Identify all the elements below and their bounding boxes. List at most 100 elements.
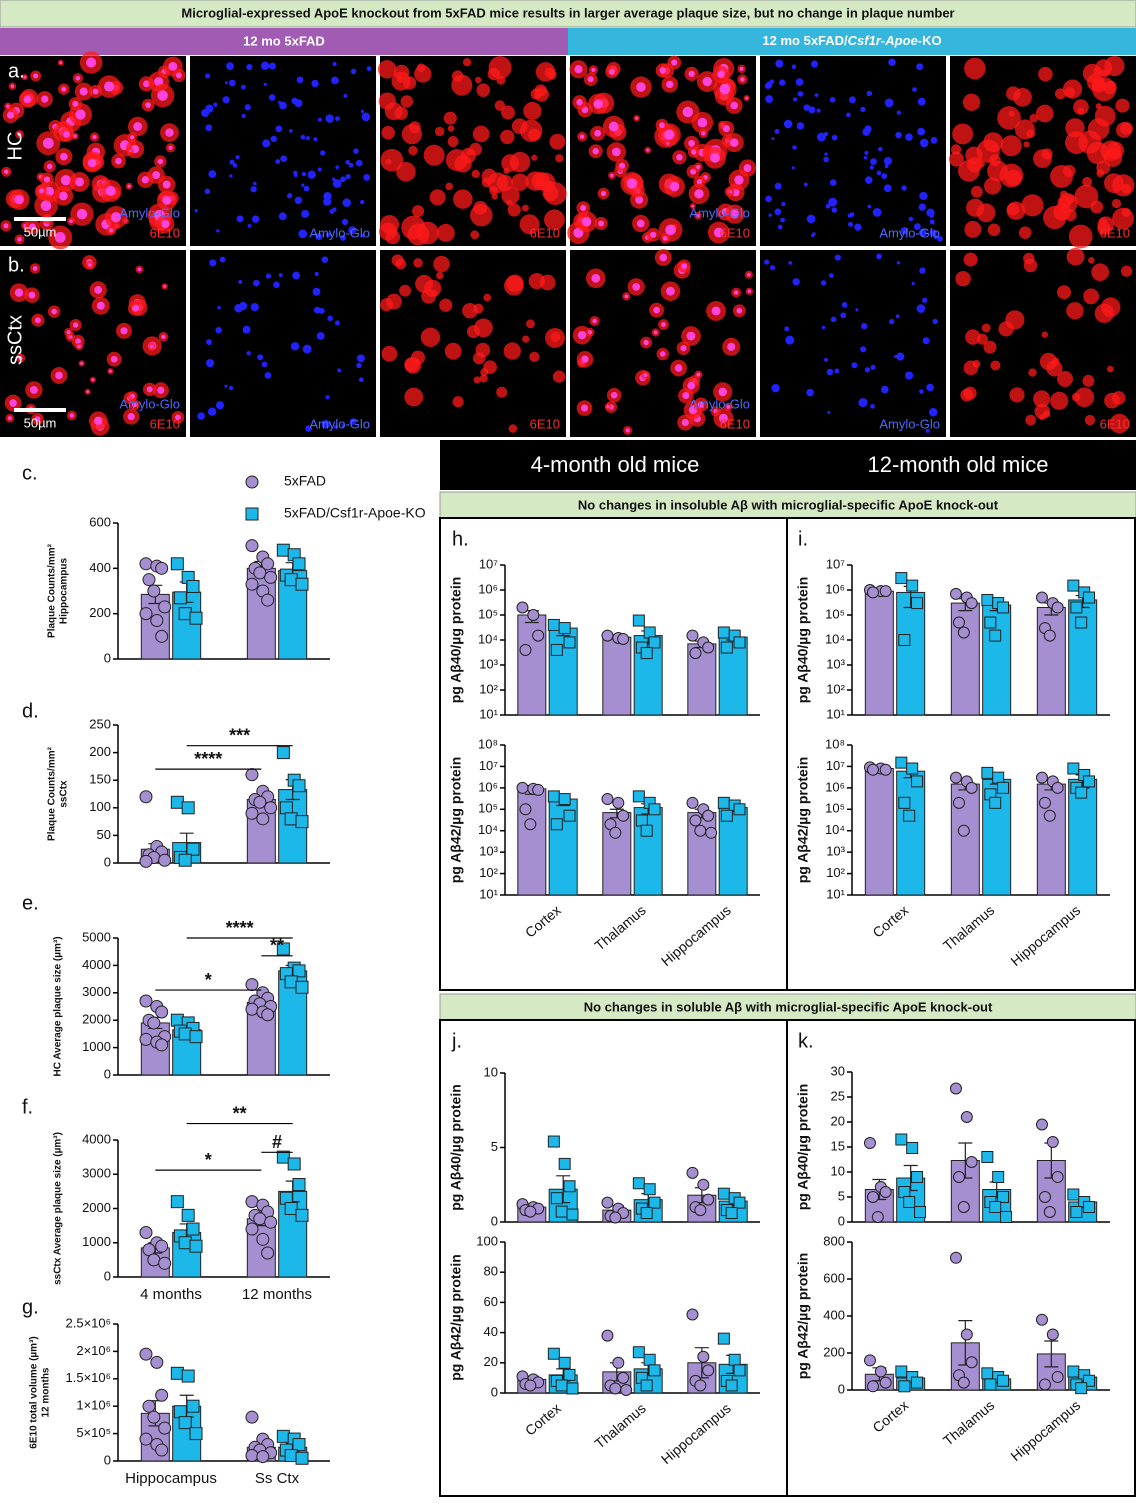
data-point <box>245 806 259 820</box>
plaque-core <box>58 191 68 201</box>
plaque-core <box>666 80 674 89</box>
plaque-stain <box>521 204 529 212</box>
plaque-stain <box>474 76 482 84</box>
plaque-core <box>806 214 816 224</box>
plaque-stain <box>983 340 997 354</box>
x-tick-label: Hippocampus <box>1007 1397 1083 1464</box>
plaque-core <box>785 335 795 345</box>
plaque-core <box>168 62 178 71</box>
plaque-stain <box>473 303 484 314</box>
plaque-core <box>860 346 867 353</box>
y-tick-label: 30 <box>831 1063 845 1078</box>
plaque-core <box>662 236 668 241</box>
plaque-stain <box>963 360 979 376</box>
bar <box>718 807 748 896</box>
plaque-core <box>854 223 862 231</box>
plaque-core <box>224 384 228 388</box>
plaque-stain <box>1008 110 1015 117</box>
data-point <box>142 573 156 587</box>
data-point <box>1067 1188 1080 1201</box>
plaque-stain <box>494 100 506 111</box>
plaque-core <box>769 265 776 271</box>
plaque-stain <box>1074 387 1095 408</box>
data-point <box>609 1382 622 1395</box>
plaque-core <box>286 193 293 199</box>
plaque-core <box>816 108 821 113</box>
data-point <box>601 1329 614 1342</box>
group-label-part: Csf1r-Apoe <box>848 33 918 48</box>
age-header: 12-month old mice <box>868 452 1049 477</box>
data-point <box>158 1421 172 1435</box>
y-tick-label: 100 <box>476 1233 498 1248</box>
plaque-stain <box>525 171 545 191</box>
significance-label: ** <box>233 1103 247 1123</box>
data-point <box>601 793 614 806</box>
data-point <box>640 1379 653 1392</box>
plaque-stain <box>1073 99 1089 115</box>
data-point <box>295 1451 309 1465</box>
plaque-core <box>916 304 926 313</box>
plaque-core <box>54 232 66 243</box>
plaque-core <box>143 80 150 88</box>
data-point <box>911 597 924 610</box>
data-point <box>566 1208 579 1221</box>
plaque-core <box>747 272 751 277</box>
data-point <box>981 766 994 779</box>
plaque-core <box>34 317 41 324</box>
plaque-core <box>740 77 745 82</box>
plaque-core <box>146 386 153 393</box>
y-tick-label: 1.5×10⁶ <box>66 1370 111 1385</box>
plaque-stain <box>396 162 416 182</box>
plaque-core <box>305 136 310 141</box>
plaque-core <box>825 204 831 209</box>
data-point <box>295 980 309 994</box>
plaque-stain <box>408 145 418 156</box>
data-point <box>139 1347 153 1361</box>
plaque-stain <box>416 63 426 73</box>
plaque-stain <box>412 205 425 218</box>
panel-box <box>786 517 1136 991</box>
plaque-core <box>869 165 874 170</box>
plaque-core <box>268 94 276 101</box>
data-point <box>295 1208 309 1222</box>
plaque-stain <box>1121 183 1132 194</box>
plaque-stain <box>997 106 1021 130</box>
data-point <box>863 1137 876 1149</box>
data-point <box>879 585 892 598</box>
data-point <box>903 809 916 822</box>
stain-label: Amylo-Glo <box>309 225 370 240</box>
plaque-core <box>6 111 15 119</box>
plaque-stain <box>1043 205 1067 230</box>
plaque-core <box>929 229 937 237</box>
stain-label: 6E10 <box>720 225 750 240</box>
plaque-core <box>719 83 731 95</box>
plaque-stain <box>998 321 1014 337</box>
plaque-core <box>331 76 339 85</box>
data-point <box>702 809 715 822</box>
plaque-core <box>43 176 51 183</box>
data-point <box>733 803 746 816</box>
data-point <box>898 1186 911 1198</box>
plaque-core <box>888 318 895 325</box>
plaque-stain <box>1078 130 1102 154</box>
plaque-core <box>888 58 896 67</box>
plaque-core <box>356 362 362 369</box>
plaque-core <box>779 79 786 86</box>
data-point <box>276 942 290 956</box>
data-point <box>949 771 962 784</box>
plaque-core <box>14 288 24 297</box>
plaque-core <box>643 339 649 346</box>
data-point <box>178 607 192 621</box>
data-point <box>245 1195 259 1209</box>
plaque-core <box>298 229 308 239</box>
plaque-core <box>240 84 246 90</box>
data-point <box>173 1405 187 1419</box>
stain-label: 6E10 <box>1100 416 1130 431</box>
plaque-stain <box>1111 198 1122 209</box>
plaque-core <box>796 122 805 130</box>
plaque-core <box>301 183 305 187</box>
data-point <box>733 1196 746 1209</box>
y-tick-label: 10⁸ <box>478 736 498 751</box>
data-point <box>261 1008 275 1022</box>
plaque-core <box>593 99 603 109</box>
